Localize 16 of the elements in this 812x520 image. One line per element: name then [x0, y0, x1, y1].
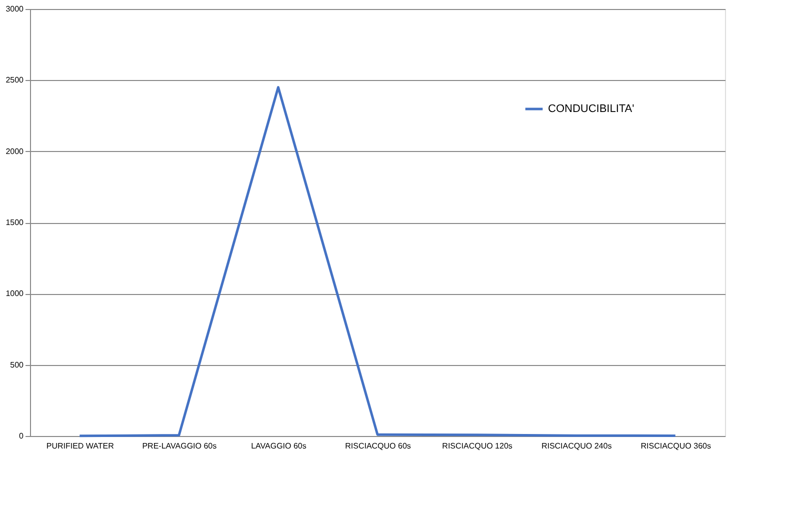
y-tick-label: 3000 — [6, 4, 24, 14]
x-tick-label: PURIFIED WATER — [46, 442, 114, 450]
y-tick-label: 1500 — [6, 218, 24, 227]
x-tick-label: RISCIACQUO 60s — [345, 442, 411, 450]
y-tick-label: 1000 — [6, 289, 24, 298]
x-tick-label: RISCIACQUO 240s — [541, 442, 612, 450]
x-tick-label: RISCIACQUO 360s — [640, 442, 711, 450]
y-tick-label: 2500 — [6, 76, 24, 85]
x-tick-label: LAVAGGIO 60s — [251, 442, 306, 450]
x-tick-label: PRE-LAVAGGIO 60s — [142, 442, 217, 450]
y-tick-label: 500 — [10, 360, 24, 370]
y-tick-label: 2000 — [6, 146, 24, 156]
y-tick-label: 0 — [19, 432, 24, 440]
line-series — [78, 86, 677, 438]
legend-label: CONDUCIBILITA' — [548, 103, 634, 115]
x-tick-label: RISCIACQUO 120s — [442, 442, 512, 450]
